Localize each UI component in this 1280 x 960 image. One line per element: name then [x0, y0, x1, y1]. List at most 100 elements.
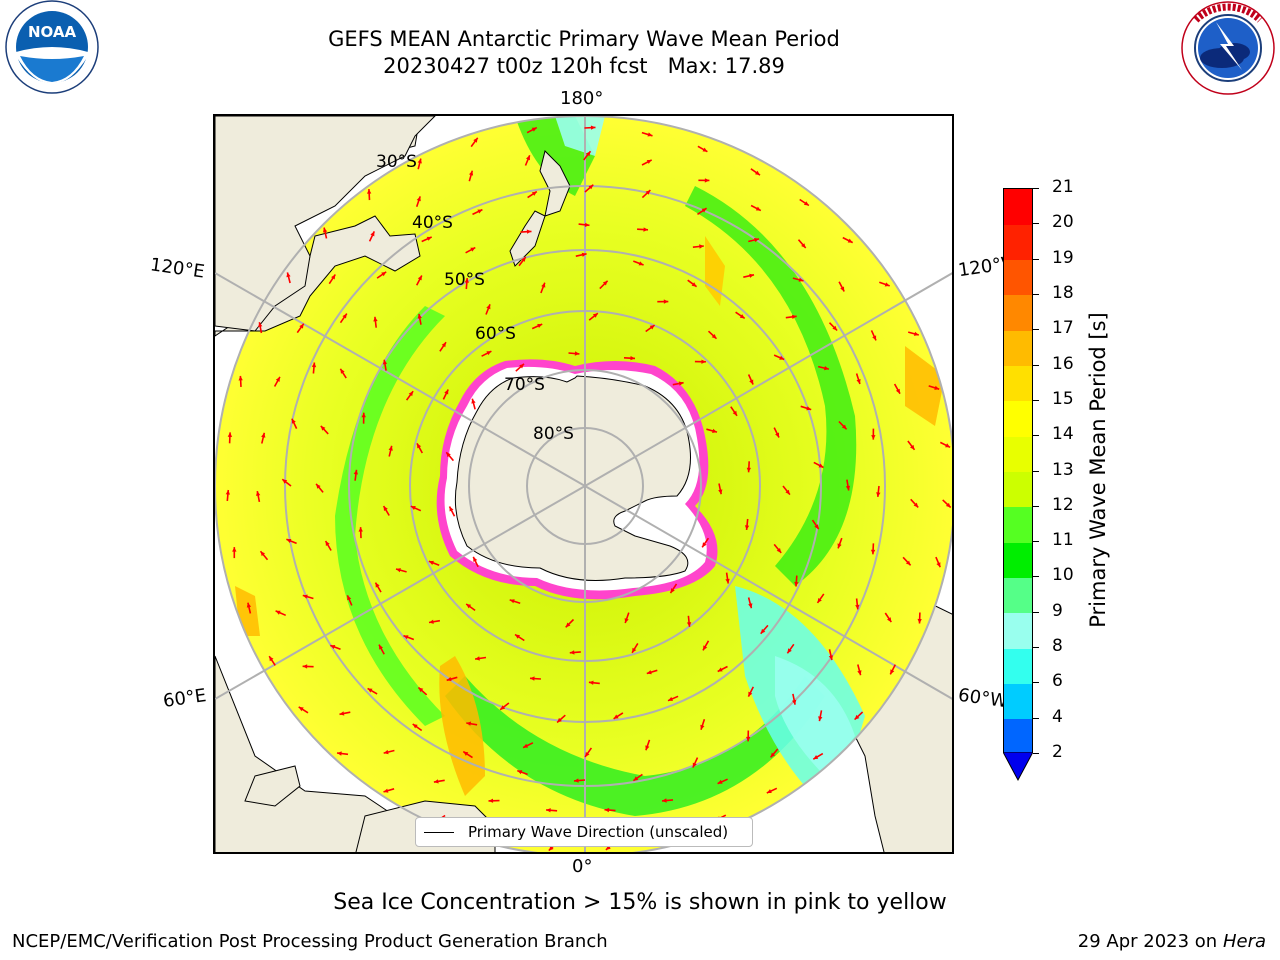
colorbar-tick-label: 13	[1052, 459, 1074, 480]
wave-arrow-head	[340, 368, 345, 374]
colorbar-tick-mark	[1033, 293, 1039, 295]
lon-label-0: 0°	[572, 856, 593, 877]
wave-arrow-head	[638, 261, 644, 266]
lon-label-180: 180°	[560, 88, 604, 109]
wave-arrow-head	[847, 238, 853, 243]
wave-arrow-head	[526, 229, 532, 234]
wave-arrow-head	[766, 789, 772, 793]
wave-arrow-head	[701, 208, 707, 213]
wave-arrow-head	[754, 237, 759, 243]
wave-arrow-head	[347, 595, 352, 601]
wave-arrow-head	[841, 424, 847, 430]
wave-arrow-head	[870, 549, 876, 555]
colorbar-tick-label: 10	[1052, 565, 1074, 586]
wave-arrow-head	[854, 714, 860, 720]
wave-arrow-head	[358, 527, 363, 532]
colorbar-tick-mark	[1033, 258, 1039, 260]
wave-arrow-head	[787, 648, 792, 654]
colorbar-segment	[1004, 577, 1032, 614]
wave-arrow-head	[311, 362, 317, 368]
wave-arrow-head	[712, 428, 717, 433]
wave-arrow-head	[379, 644, 383, 650]
wave-arrow-head	[905, 560, 911, 566]
colorbar-segment	[1004, 189, 1032, 225]
wave-arrow-head	[446, 452, 451, 458]
colorbar-tick-mark	[1033, 541, 1039, 543]
lat-label-80s: 80°S	[533, 424, 574, 444]
wave-arrow-head	[416, 196, 421, 202]
wave-arrow-head	[523, 743, 529, 748]
colorbar-tick-label: 16	[1052, 353, 1074, 374]
lon-label-120e: 120°E	[148, 254, 206, 283]
wave-arrow-head	[798, 277, 804, 282]
colorbar	[1003, 188, 1033, 755]
wave-arrow-head	[477, 209, 483, 214]
wave-arrow-head	[718, 489, 723, 495]
wave-arrow-head	[331, 274, 336, 280]
wave-arrow-head	[463, 751, 469, 756]
wave-arrow-head	[584, 222, 590, 227]
wave-arrow-head	[744, 525, 750, 530]
wave-arrow-head	[692, 762, 697, 768]
wave-arrow-head	[845, 485, 851, 491]
wave-arrow-head	[832, 325, 838, 331]
wave-arrow-head	[590, 125, 596, 130]
wave-arrow-head	[890, 669, 895, 675]
colorbar-tick-mark	[1033, 470, 1039, 472]
wave-arrow-head	[913, 502, 919, 508]
lat-label-50s: 50°S	[444, 270, 485, 290]
wave-arrow-head	[302, 594, 308, 599]
wave-arrow-head	[814, 524, 819, 530]
wave-arrow-head	[466, 604, 472, 609]
colorbar-segment	[1004, 648, 1032, 684]
wave-arrow-head	[299, 323, 304, 329]
colorbar-extend-triangle	[1002, 751, 1034, 786]
wave-arrow-head	[647, 132, 653, 137]
chart-subtitle: 20230427 t00z 120h fcst Max: 17.89	[383, 54, 785, 78]
wave-arrow-head	[546, 808, 551, 813]
wave-arrow-head	[446, 677, 452, 682]
wave-arrow-head	[792, 699, 797, 705]
wave-arrow-head	[746, 467, 751, 473]
colorbar-tick-label: 18	[1052, 282, 1074, 303]
wave-arrow-head	[361, 412, 366, 418]
wave-arrow-head	[367, 688, 373, 693]
wave-arrow-head	[330, 645, 336, 649]
wave-arrow-head	[232, 547, 237, 552]
wave-arrow-head	[337, 751, 342, 756]
wave-arrow-head	[717, 779, 723, 784]
wave-arrow-head	[749, 379, 754, 385]
wave-arrow-head	[428, 560, 434, 565]
wave-arrow-head	[509, 599, 515, 604]
wave-arrow-head	[588, 184, 594, 190]
wave-arrow-head	[670, 588, 675, 594]
wave-arrow-head	[779, 355, 785, 360]
colorbar-segment	[1004, 506, 1032, 543]
wave-arrow-head	[500, 705, 506, 710]
colorbar-tick-label: 19	[1052, 247, 1074, 268]
wave-arrow-head	[717, 667, 723, 672]
wave-arrow-head	[732, 410, 737, 416]
wave-arrow-head	[227, 432, 233, 437]
wave-arrow-head	[884, 282, 890, 287]
wave-arrow-head	[367, 189, 372, 194]
wave-arrow-head	[700, 724, 705, 730]
footer-host: Hera	[1222, 931, 1266, 952]
wave-arrow-head	[382, 359, 388, 365]
footer-credit: NCEP/EMC/Verification Post Processing Pr…	[12, 931, 608, 952]
wave-arrow-head	[531, 127, 537, 132]
colorbar-tick-mark	[1033, 717, 1039, 719]
wave-arrow-head	[755, 170, 760, 176]
colorbar-tick-mark	[1033, 435, 1039, 437]
wave-arrow-head	[260, 551, 265, 557]
wave-arrow-head	[840, 286, 845, 292]
wave-arrow-head	[824, 366, 829, 371]
wave-arrow-head	[857, 670, 862, 676]
wave-arrow-head	[646, 670, 652, 675]
wave-arrow-head	[686, 622, 692, 627]
wave-arrow-head	[588, 680, 594, 685]
lon-label-60e: 60°E	[161, 685, 208, 712]
wave-arrow-head	[286, 272, 291, 278]
wave-arrow-head	[246, 602, 252, 608]
wave-arrow-head	[872, 335, 877, 341]
